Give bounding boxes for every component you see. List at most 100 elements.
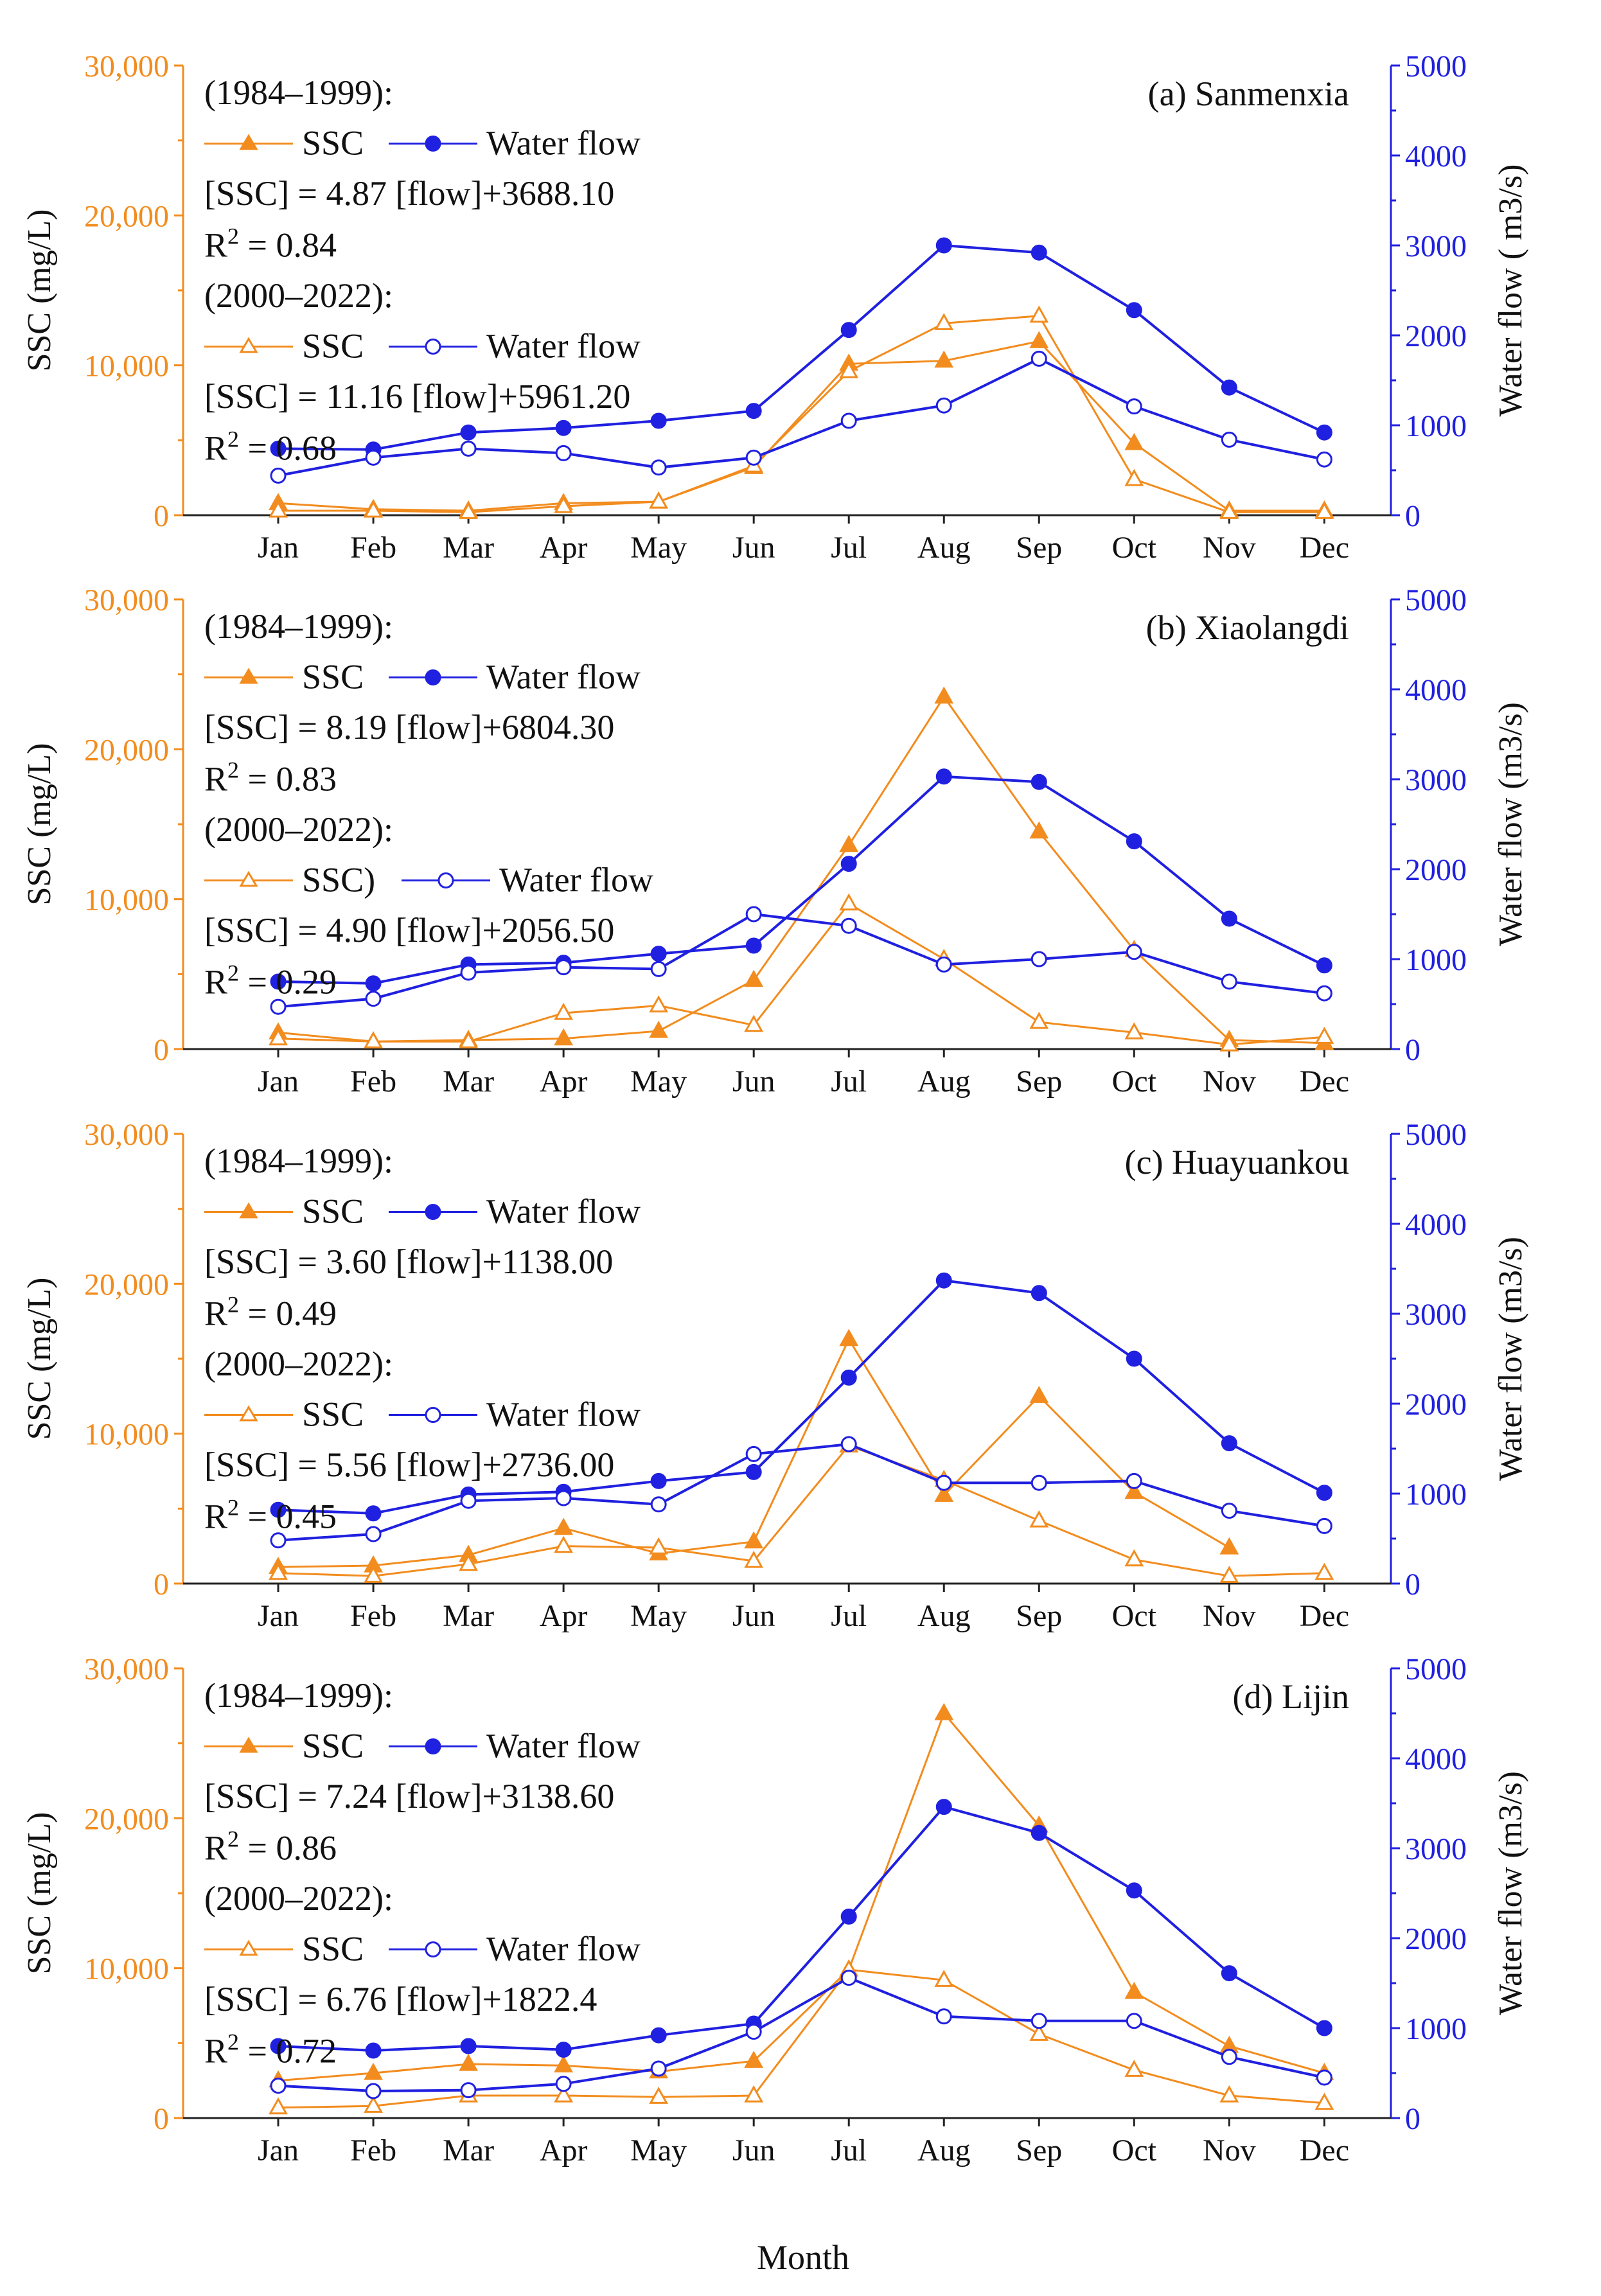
right-tick-label: 1000: [1405, 409, 1467, 443]
x-tick-label: Jun: [732, 1599, 775, 1633]
flow-point: [460, 1492, 477, 1509]
flow-point: [555, 1490, 572, 1506]
r-squared-superscript: 2: [227, 960, 239, 986]
flow-point: [935, 1272, 952, 1289]
ssc-point: [554, 1535, 574, 1553]
legend-ssc-label: SSC: [302, 658, 364, 696]
x-tick-label: Mar: [443, 531, 494, 565]
flow-point: [1126, 1882, 1142, 1899]
flow-point: [1126, 833, 1142, 850]
r-squared-value: = 0.45: [239, 1497, 337, 1536]
ssc-point: [364, 500, 383, 518]
ssc-point: [1124, 1549, 1144, 1567]
flow-point: [460, 440, 477, 457]
ssc-point: [934, 686, 954, 704]
x-tick-label: Aug: [917, 1064, 971, 1099]
legend-ssc-marker: [239, 1202, 258, 1219]
ssc-point: [554, 1002, 574, 1020]
flow-point: [745, 2024, 762, 2040]
legend-flow-marker: [425, 339, 441, 355]
r-squared-1: R2 = 0.83: [204, 757, 337, 799]
right-axis-title: Water flow ( m3/s): [1492, 164, 1529, 417]
x-tick-label: Apr: [540, 2133, 588, 2168]
flow-point: [650, 459, 667, 476]
x-axis-label: Month: [757, 2238, 849, 2277]
ssc-point: [839, 893, 859, 911]
r-squared-2: R2 = 0.72: [204, 2029, 337, 2071]
flow-point: [1221, 2049, 1237, 2065]
series-line-1: [278, 340, 1325, 512]
ssc-point: [459, 1553, 479, 1571]
regression-equation-2: [SSC] = 5.56 [flow]+2736.00: [204, 1445, 614, 1484]
flow-point: [1221, 431, 1237, 448]
legend-period-1: (1984–1999):: [204, 73, 393, 112]
r-squared-superscript: 2: [227, 2029, 239, 2055]
panel-title: (b) Xiaolangdi: [1146, 608, 1349, 647]
r-squared-2: R2 = 0.29: [204, 960, 337, 1002]
legend-ssc-label: SSC: [302, 1192, 364, 1231]
right-tick-label: 0: [1405, 2102, 1420, 2136]
flow-point: [1126, 944, 1142, 960]
flow-point: [1030, 350, 1047, 367]
flow-point: [1126, 1472, 1142, 1489]
flow-point: [1316, 2069, 1332, 2086]
right-tick-label: 5000: [1405, 1652, 1467, 1686]
flow-point: [650, 946, 667, 962]
legend-ssc-label: SSC: [302, 1727, 364, 1765]
flow-point: [840, 412, 857, 429]
flow-point: [650, 2027, 667, 2044]
flow-point: [745, 937, 762, 954]
flow-point: [650, 1496, 667, 1513]
ssc-point: [1124, 468, 1144, 486]
r-squared-superscript: 2: [227, 224, 239, 249]
legend-period-2: (2000–2022):: [204, 276, 393, 315]
ssc-point: [269, 1028, 288, 1046]
flow-point: [1030, 244, 1047, 261]
flow-point: [270, 973, 287, 990]
ssc-point: [934, 1485, 954, 1502]
x-tick-label: Dec: [1300, 531, 1349, 565]
legend-period-2: (2000–2022):: [204, 1345, 393, 1383]
left-tick-label: 20,000: [84, 199, 169, 233]
ssc-point: [934, 1970, 954, 1987]
ssc-point: [744, 2085, 764, 2103]
x-tick-label: May: [630, 531, 687, 565]
r-squared-symbol: R: [204, 1497, 227, 1536]
ssc-point: [1219, 1034, 1239, 1052]
right-tick-label: 3000: [1405, 229, 1467, 263]
ssc-point: [554, 2085, 574, 2103]
flow-point: [1316, 1485, 1332, 1501]
ssc-point: [744, 2051, 764, 2068]
right-tick-label: 4000: [1405, 1742, 1467, 1776]
regression-equation-1: [SSC] = 8.19 [flow]+6804.30: [204, 708, 614, 746]
x-tick-label: Aug: [917, 1599, 971, 1633]
series-line-4: [278, 1442, 1325, 1542]
flow-point: [365, 991, 382, 1007]
flow-point: [935, 397, 952, 414]
legend-flow-marker: [438, 872, 454, 888]
legend-flow-marker: [425, 1407, 441, 1423]
flow-point: [365, 2042, 382, 2059]
flow-point: [1030, 1824, 1047, 1841]
x-tick-label: Apr: [540, 1064, 588, 1099]
regression-equation-1: [SSC] = 7.24 [flow]+3138.60: [204, 1777, 614, 1815]
regression-equation-2: [SSC] = 4.90 [flow]+2056.50: [204, 911, 614, 949]
x-tick-label: Jul: [831, 1064, 867, 1099]
left-tick-label: 20,000: [84, 1267, 169, 1302]
right-tick-label: 2000: [1405, 1388, 1467, 1422]
x-tick-label: Sep: [1016, 1599, 1062, 1633]
flow-point: [745, 403, 762, 419]
x-tick-label: Jan: [258, 1064, 299, 1099]
ssc-point: [459, 2053, 479, 2071]
ssc-point: [1124, 1981, 1144, 1999]
ssc-point: [744, 1531, 764, 1549]
series-line-4: [278, 912, 1325, 1009]
flow-point: [1221, 1965, 1237, 1982]
flow-point: [840, 1369, 857, 1386]
right-tick-label: 4000: [1405, 139, 1467, 173]
panel-title: (c) Huayuankou: [1125, 1143, 1349, 1181]
legend-ssc-label: SSC: [302, 1930, 364, 1968]
legend-ssc-marker: [239, 337, 258, 353]
panel-1: 0 10,000 20,000 30,000 0 1000 2000 3000 4000 5000…: [21, 49, 1529, 565]
x-tick-label: Sep: [1016, 531, 1062, 565]
